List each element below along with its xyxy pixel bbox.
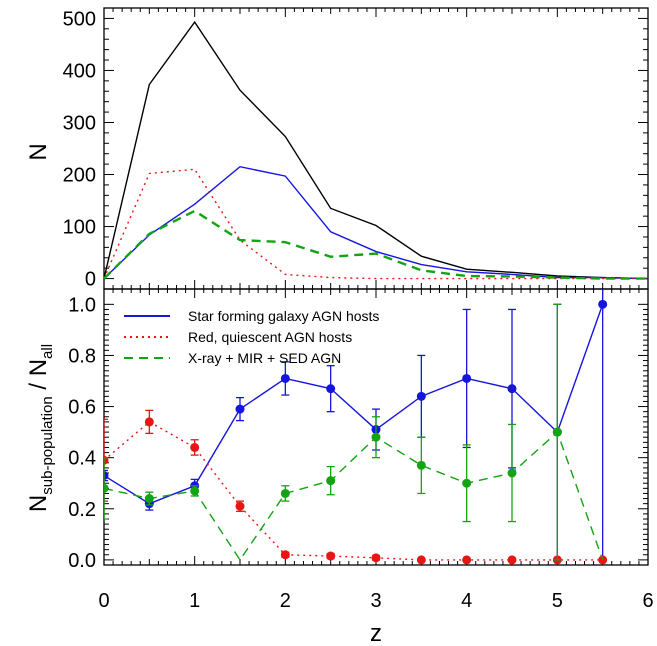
top-y-tick-label: 0 [85,269,96,291]
bottom-y-tick-label: 1.0 [68,294,96,316]
top-series-line-1 [103,165,649,280]
legend-label-1: Red, quiescent AGN hosts [188,329,352,345]
data-point [326,384,336,394]
y-axis-title-sub: sub-population [39,396,56,494]
legend-label-0: Star forming galaxy AGN hosts [188,308,379,324]
bottom-series-line-1 [104,421,603,561]
x-tick-label: 5 [552,590,563,612]
top-y-axis-title: N [25,143,52,160]
data-point [462,478,472,488]
data-point [416,460,426,470]
top-series-line-2 [103,168,648,280]
data-point [507,468,517,478]
data-point [280,550,290,560]
bottom-data-layer [104,289,608,565]
bottom-series-line-2 [104,430,604,562]
y-axis-title-main: N [25,495,52,512]
data-point [326,551,336,561]
x-tick-label: 2 [280,590,291,612]
data-point [371,553,381,563]
x-tick-label: 1 [189,590,200,612]
top-y-tick-label: 200 [63,165,96,187]
x-tick-label: 3 [370,590,381,612]
data-point [190,442,200,452]
top-series-line-3 [103,209,648,280]
data-point [280,488,290,498]
top-y-tick-label: 300 [63,112,96,134]
data-point [144,417,154,427]
legend: Star forming galaxy AGN hosts Red, quiesc… [124,308,379,366]
y-axis-title-separator: / [25,376,52,396]
bottom-y-tick-label: 0.6 [68,397,96,419]
x-tick-label: 0 [98,590,109,612]
legend-label-2: X-ray + MIR + SED AGN [188,350,341,366]
top-y-tick-label: 400 [63,60,96,82]
data-point [462,373,472,383]
data-point [235,404,245,414]
x-axis-title: z [370,620,382,646]
data-point [280,373,290,383]
plot-frame [103,7,649,290]
bottom-y-tick-label: 0.8 [68,345,96,367]
top-y-tick-label: 100 [63,217,96,239]
top-series-line-0 [103,20,649,280]
data-point [326,476,336,486]
data-point [104,483,109,493]
data-point [104,471,109,481]
data-point [144,494,154,504]
data-point [598,299,608,309]
top-panel-plot: 0 100 200 300 400 500 [63,7,649,291]
bottom-y-tick-label: 0.2 [68,499,96,521]
data-point [507,555,517,565]
data-point [507,384,517,394]
data-point [416,391,426,401]
data-point [235,501,245,511]
bottom-panel-plot: 0.0 0.2 0.4 0.6 0.8 1.0 0 1 2 3 4 5 6 Star forming ga… [68,288,654,612]
top-y-tick-label: 500 [63,8,96,30]
data-point [552,427,562,437]
data-point [190,486,200,496]
data-point [462,555,472,565]
data-point [416,555,426,565]
data-point [371,432,381,442]
y-axis-title-main2: N [25,359,52,376]
bottom-y-tick-label: 0.4 [68,448,96,470]
x-tick-label: 6 [642,590,653,612]
bottom-y-tick-label: 0.0 [68,550,96,572]
bottom-y-axis-title: Nsub-population / Nall [25,344,56,512]
x-tick-label: 4 [461,590,472,612]
bottom-series-line-0 [104,304,604,505]
y-axis-title-sub2: all [39,344,56,359]
